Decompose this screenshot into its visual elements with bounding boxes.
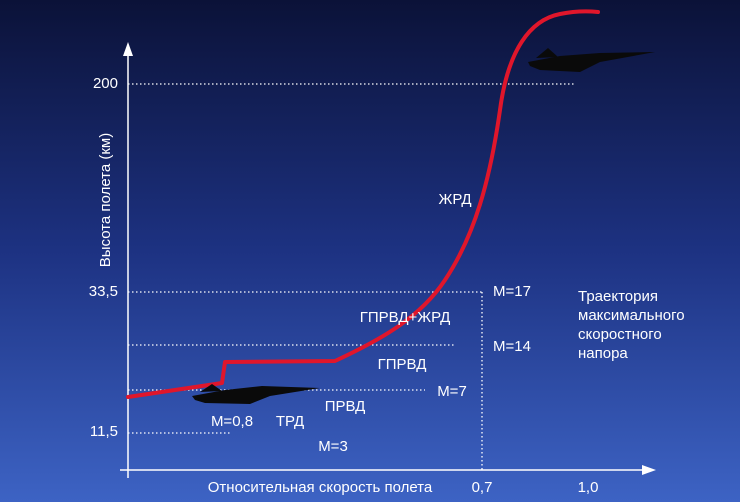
x-tick-label: 0,7 xyxy=(472,479,493,496)
mach-label: М=3 xyxy=(318,438,348,455)
mach-label: М=14 xyxy=(493,338,531,355)
legend-text: скоростного xyxy=(578,326,662,343)
legend-text: максимального xyxy=(578,307,685,324)
engine-label: ПРВД xyxy=(325,398,366,415)
engine-label: ГПРВД xyxy=(378,356,427,373)
axes xyxy=(120,42,656,478)
mach-label: М=0,8 xyxy=(211,413,253,430)
x-axis-label: Относительная скорость полета xyxy=(208,479,433,496)
engine-label: ЖРД xyxy=(438,191,471,208)
engine-label: ТРД xyxy=(276,413,304,430)
y-tick-label: 200 xyxy=(93,75,118,92)
legend-text: Траектория xyxy=(578,288,658,305)
y-tick-label: 11,5 xyxy=(90,423,118,440)
x-tick-label: 1,0 xyxy=(578,479,599,496)
engine-label: ГПРВД+ЖРД xyxy=(360,309,451,326)
y-axis-label: Высота полета (км) xyxy=(97,133,114,268)
aircraft xyxy=(192,48,655,404)
mach-label: М=7 xyxy=(437,383,467,400)
y-tick-label: 33,5 xyxy=(89,283,118,300)
legend-text: напора xyxy=(578,345,628,362)
trajectory xyxy=(126,9,600,399)
mach-label: М=17 xyxy=(493,283,531,300)
